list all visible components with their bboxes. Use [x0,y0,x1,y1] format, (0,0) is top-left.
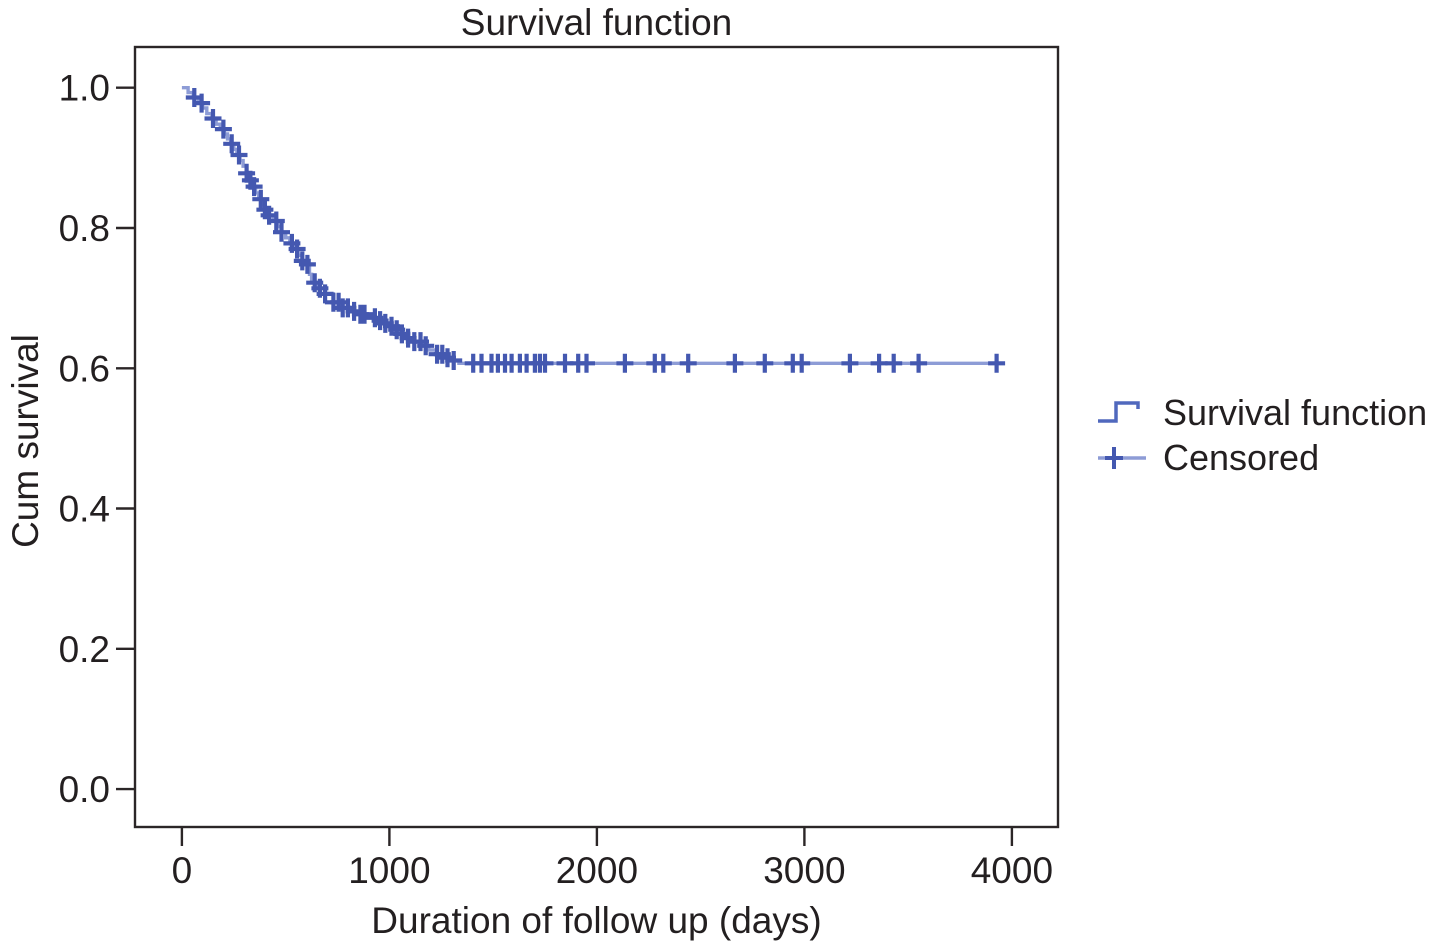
y-axis-title: Cum survival [5,334,46,548]
censored-mark [288,239,306,259]
legend-item-censored: Censored [1096,438,1427,478]
censored-mark [445,351,463,370]
step-line-icon [1098,401,1140,423]
legend-label-survival-function: Survival function [1163,392,1428,433]
censored-mark [578,353,595,373]
censored-mark [885,353,903,373]
legend-label-censored: Censored [1163,437,1320,478]
x-tick-label: 3000 [763,850,845,891]
chart-title: Survival function [460,2,733,43]
y-tick-label: 0.4 [59,489,110,530]
censored-mark [841,353,859,373]
censored-mark [214,119,232,139]
censored-mark [273,222,290,242]
y-tick-label: 0.2 [59,629,110,670]
censored-mark [204,109,222,128]
x-tick-label: 4000 [971,850,1053,891]
y-tick-label: 0.0 [59,769,110,810]
censored-mark [223,134,241,154]
censored-mark [193,93,211,113]
x-tick-label: 0 [172,850,193,891]
x-tick-label: 2000 [556,850,638,891]
legend-item-survival-function: Survival function [1096,393,1427,433]
censored-mark [679,353,697,373]
censored-mark [356,304,373,324]
censored-mark [252,189,270,209]
censored-mark [756,353,774,373]
censored-mark [536,353,554,373]
censored-mark [910,353,928,373]
censored-mark [793,353,811,373]
censored-mark [616,353,634,373]
censored-plus-icon [1098,447,1146,469]
legend: Survival function Censored [1096,393,1427,483]
censored-mark [417,336,435,356]
x-axis-title: Duration of follow up (days) [371,900,822,941]
censored-mark [870,353,888,373]
censored-marks [185,88,1006,373]
censored-mark [298,254,316,274]
censored-mark [245,177,263,197]
y-tick-label: 0.8 [59,208,110,249]
censored-mark [988,353,1006,373]
censored-mark [726,353,744,373]
y-tick-label: 1.0 [59,68,110,109]
censored-mark [267,211,285,231]
plot-frame [133,45,1060,829]
censored-mark [654,353,672,373]
censored-mark [230,145,248,165]
x-tick-label: 1000 [348,850,430,891]
survival-curve [181,86,1004,365]
y-tick-label: 0.6 [59,348,110,389]
